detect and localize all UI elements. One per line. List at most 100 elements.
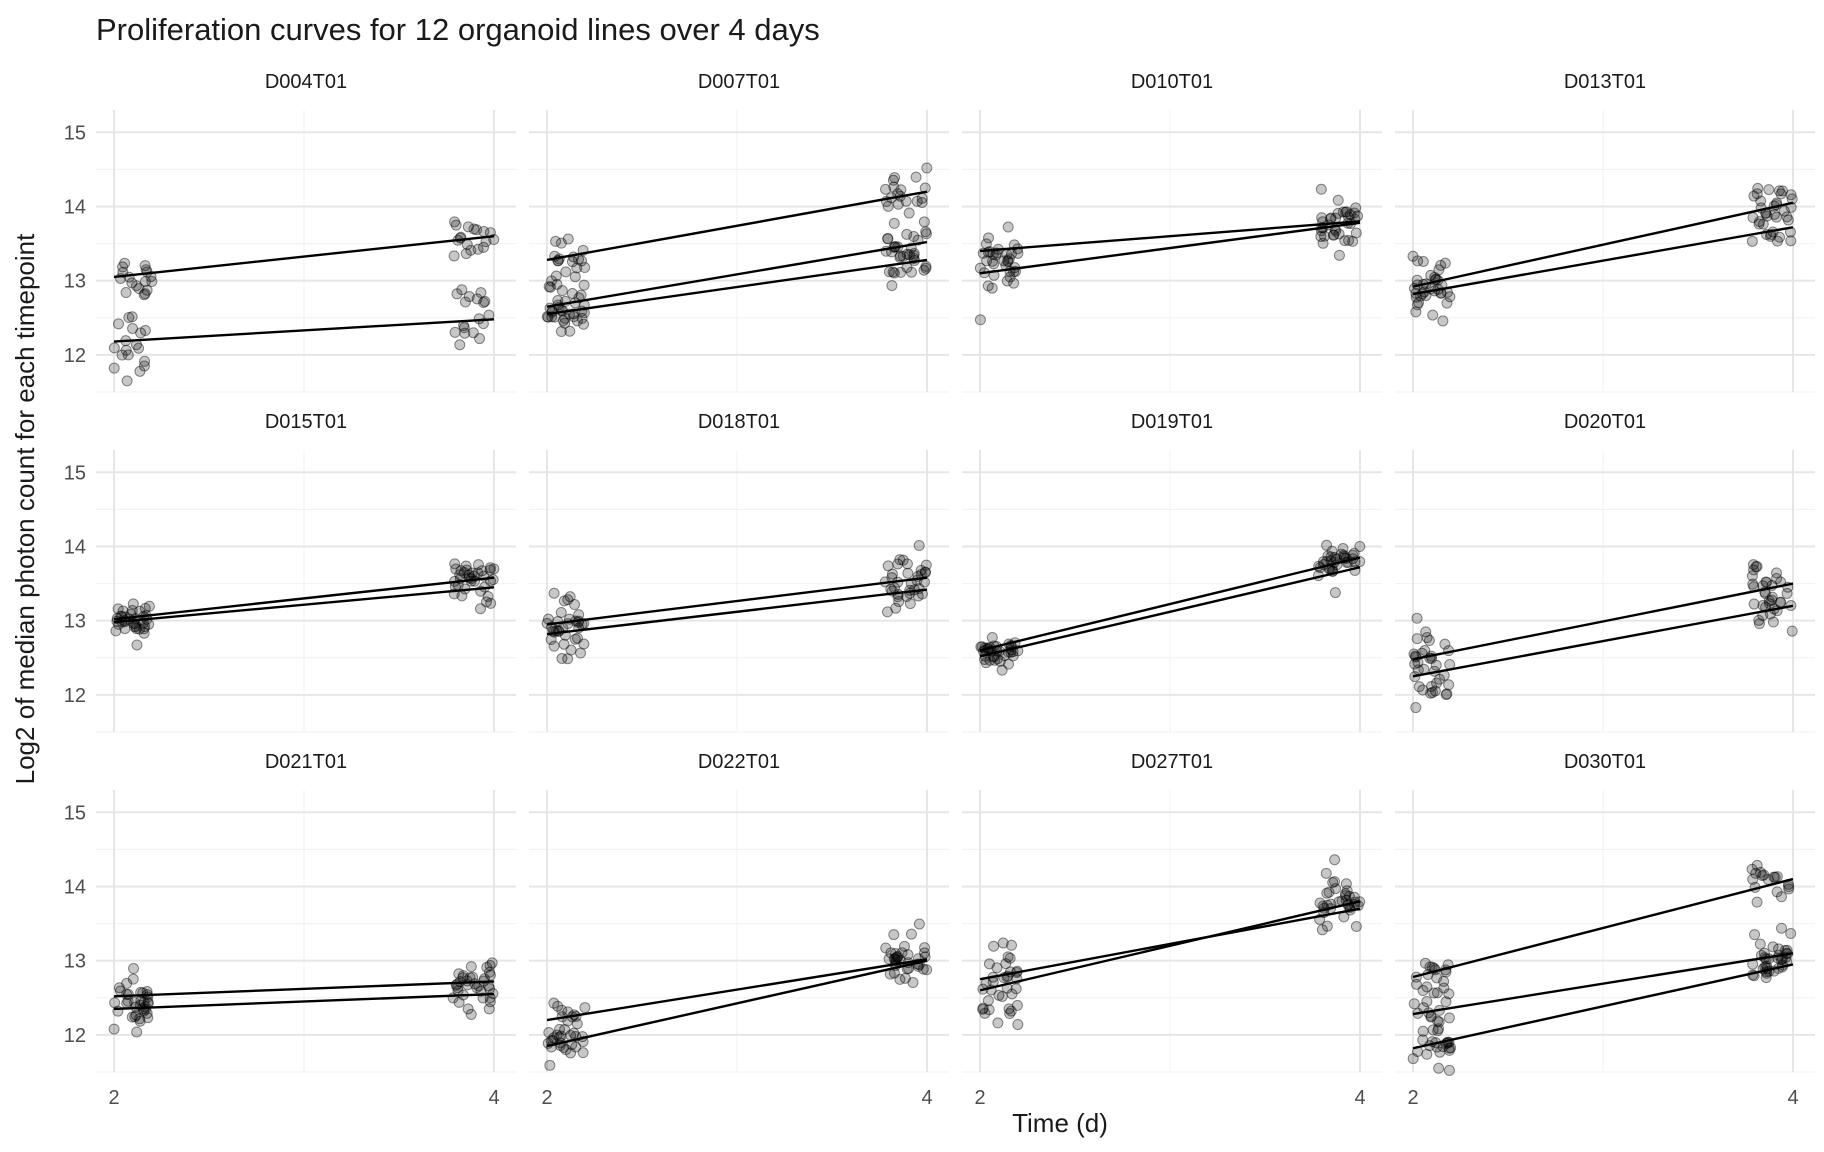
data-point	[568, 311, 580, 323]
data-point	[920, 559, 932, 571]
data-point	[1421, 1048, 1433, 1060]
data-point	[1751, 859, 1763, 871]
data-point	[133, 623, 145, 635]
data-point	[110, 625, 122, 637]
data-point	[1771, 871, 1783, 883]
data-point	[1339, 235, 1351, 247]
data-point	[548, 997, 560, 1009]
data-point	[916, 197, 928, 209]
data-point	[917, 963, 929, 975]
data-point	[895, 184, 907, 196]
data-point	[551, 278, 563, 290]
facet-strip-label: D015T01	[265, 411, 347, 433]
data-point	[920, 226, 932, 238]
data-point	[129, 1011, 141, 1023]
data-point	[1751, 896, 1763, 908]
facet-panel-D019T01: D019T01	[962, 411, 1382, 733]
data-point	[1329, 552, 1341, 564]
x-axis-title: Time (d)	[1012, 1108, 1108, 1138]
y-tick-label: 15	[64, 462, 86, 484]
data-point	[1321, 920, 1333, 932]
data-point	[1776, 922, 1788, 934]
data-point	[116, 349, 128, 361]
data-point	[902, 567, 914, 579]
data-point	[983, 232, 995, 244]
data-point	[569, 599, 581, 611]
fit-line	[979, 566, 1361, 658]
data-point	[459, 296, 471, 308]
data-point	[108, 1023, 120, 1035]
data-point	[1340, 206, 1352, 218]
data-point	[1001, 275, 1013, 287]
data-point	[134, 1015, 146, 1027]
data-point	[906, 266, 918, 278]
data-point	[1440, 996, 1452, 1008]
data-point	[484, 562, 496, 574]
data-point	[1315, 230, 1327, 242]
data-point	[896, 947, 908, 959]
facet-panel-D015T01: D015T01 12 13 14 15	[64, 411, 516, 733]
fit-line	[113, 576, 495, 621]
fit-line	[546, 958, 928, 1022]
data-point	[555, 326, 567, 338]
data-point	[1343, 890, 1355, 902]
data-point	[1768, 208, 1780, 220]
data-point	[1411, 299, 1423, 311]
data-point	[907, 977, 919, 989]
data-point	[475, 287, 487, 299]
data-point	[543, 281, 555, 293]
data-point	[142, 1012, 154, 1024]
data-point	[117, 261, 129, 273]
data-point	[474, 333, 486, 345]
data-point	[1321, 539, 1333, 551]
data-point	[1752, 182, 1764, 194]
data-point	[1326, 545, 1338, 557]
facet-panel-D018T01: D018T01	[529, 411, 949, 733]
data-point	[1007, 650, 1019, 662]
data-point	[558, 638, 570, 650]
data-point	[894, 251, 906, 263]
data-point	[1760, 576, 1772, 588]
data-point	[571, 632, 583, 644]
data-point	[980, 657, 992, 669]
facet-strip-label: D004T01	[265, 71, 347, 93]
data-point	[1771, 235, 1783, 247]
data-point	[1413, 681, 1425, 693]
data-point	[120, 344, 132, 356]
data-point	[901, 228, 913, 240]
data-point	[568, 1027, 580, 1039]
fit-line	[979, 900, 1361, 992]
fit-line	[546, 576, 928, 626]
data-point	[566, 256, 578, 268]
facet-strip-label: D020T01	[1564, 411, 1646, 433]
facet-panel-D020T01: D020T01	[1395, 411, 1815, 733]
data-point	[1011, 999, 1023, 1011]
y-tick-label: 12	[64, 345, 86, 367]
data-point	[918, 264, 930, 276]
data-point	[557, 315, 569, 327]
data-point	[1756, 870, 1768, 882]
data-point	[921, 964, 933, 976]
data-point	[901, 248, 913, 260]
data-point	[457, 970, 469, 982]
data-point	[1431, 677, 1443, 689]
data-point	[1417, 985, 1429, 997]
data-point	[543, 1026, 555, 1038]
data-point	[1333, 228, 1345, 240]
data-point	[459, 327, 471, 339]
data-point	[544, 281, 556, 293]
data-point	[1344, 208, 1356, 220]
data-point	[1750, 867, 1762, 879]
data-point	[1431, 987, 1443, 999]
data-point	[1766, 594, 1778, 606]
data-point	[1426, 686, 1438, 698]
data-point	[484, 966, 496, 978]
data-point	[977, 1002, 989, 1014]
data-point	[1438, 975, 1450, 987]
data-point	[476, 565, 488, 577]
data-point	[1341, 206, 1353, 218]
data-point	[1317, 237, 1329, 249]
data-point	[1411, 978, 1423, 990]
data-point	[1763, 184, 1775, 196]
data-point	[1337, 206, 1349, 218]
